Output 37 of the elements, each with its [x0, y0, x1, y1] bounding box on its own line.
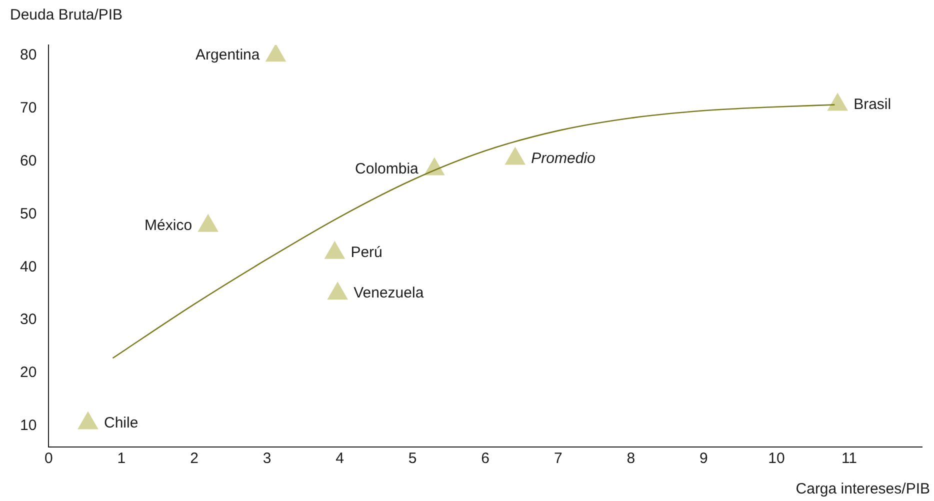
y-tick-label: 10 [20, 416, 37, 434]
point [324, 241, 345, 259]
point [266, 45, 286, 62]
y-tick-label: 60 [20, 152, 37, 170]
x-tick-label: 0 [44, 450, 53, 468]
x-tick-label: 5 [408, 450, 417, 468]
x-tick-label: 4 [336, 450, 344, 468]
point [328, 282, 348, 300]
annotation: México [144, 217, 192, 234]
y-tick-label: 40 [20, 258, 37, 276]
point [198, 214, 218, 232]
annotation: Brasil [854, 96, 892, 113]
x-tick-label: 2 [190, 450, 198, 468]
annotation: Chile [104, 414, 138, 432]
x-tick-label: 10 [768, 450, 785, 468]
x-tick-label: 8 [626, 450, 636, 468]
point [505, 147, 526, 165]
point [78, 412, 98, 430]
point [828, 93, 848, 111]
x-tick-label: 1 [117, 450, 126, 468]
x-axis-title: Carga intereses/PIB [796, 480, 930, 498]
annotation: Colombia [355, 160, 420, 178]
annotation: Perú [350, 244, 382, 262]
y-tick-label: 30 [20, 311, 37, 328]
y-tick-label: 80 [20, 46, 37, 64]
y-tick-label: 20 [20, 364, 37, 382]
y-axis-title: Deuda Bruta/PIB [10, 6, 123, 24]
y-tick-label: 50 [20, 205, 37, 222]
x-tick-label: 3 [262, 450, 272, 468]
x-tick-label: 6 [481, 450, 490, 468]
annotation: Promedio [531, 150, 596, 167]
annotation: Argentina [196, 46, 260, 64]
x-tick-label: 11 [841, 450, 858, 468]
x-tick-label: 9 [700, 450, 708, 468]
y-tick-label: 70 [20, 100, 37, 117]
annotation: Venezuela [354, 284, 424, 302]
x-tick-label: 7 [554, 450, 562, 468]
